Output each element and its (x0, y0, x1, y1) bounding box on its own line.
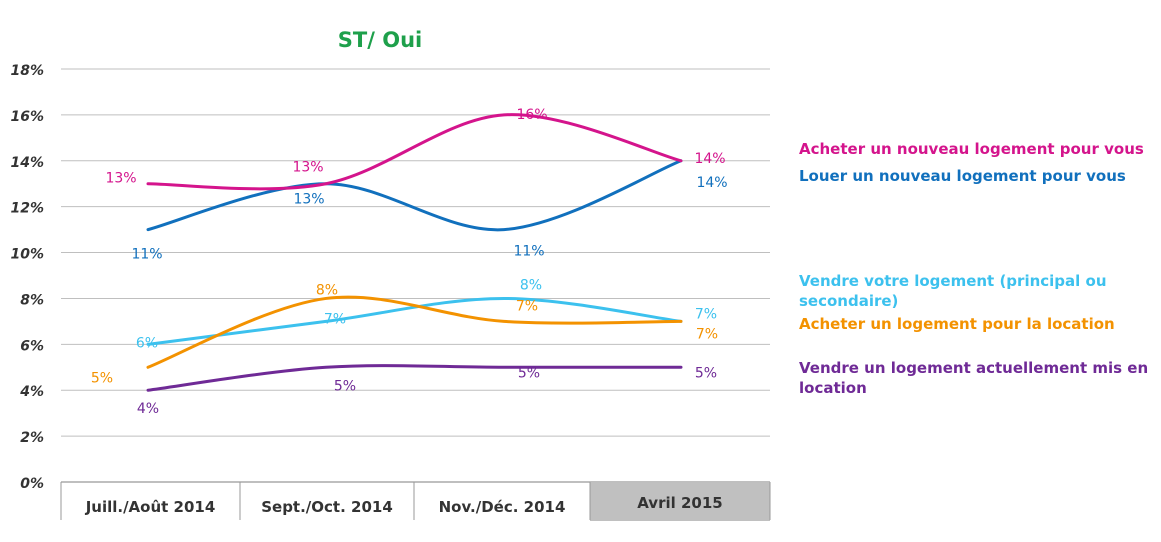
y-tick-label: 16% (10, 109, 44, 125)
y-tick-label: 10% (10, 247, 44, 263)
legend-item-acheter-location: Acheter un logement pour la location (799, 315, 1115, 333)
x-tick-label: Nov./Déc. 2014 (439, 498, 566, 516)
y-tick-label: 0% (20, 476, 44, 492)
series-line-0 (146, 113, 683, 191)
highlighted-category-band (590, 483, 770, 521)
data-label: 5% (695, 365, 717, 381)
y-tick-label: 4% (19, 384, 44, 400)
data-label: 7% (324, 311, 346, 327)
legend-item-acheter-nouveau: Acheter un nouveau logement pour vous (799, 140, 1144, 158)
y-tick-label: 14% (10, 155, 44, 171)
y-tick-label: 8% (20, 292, 44, 308)
series-line-4 (146, 364, 683, 392)
legend-item-louer-nouveau: Louer un nouveau logement pour vous (799, 167, 1126, 185)
x-tick-label: Avril 2015 (637, 494, 723, 512)
data-label: 13% (292, 160, 323, 176)
data-label: 4% (137, 401, 159, 417)
data-label: 11% (513, 244, 544, 260)
legend-item-vendre-votre: Vendre votre logement (principal ou seco… (799, 272, 1107, 310)
data-label: 13% (293, 192, 324, 208)
series-line-3 (146, 295, 683, 369)
y-tick-label: 18% (10, 63, 44, 79)
y-tick-label: 2% (20, 430, 44, 446)
data-label: 14% (696, 175, 727, 191)
legend-item-vendre-loue: Vendre un logement actuellement mis en l… (799, 359, 1149, 397)
data-label: 5% (334, 378, 356, 394)
data-label: 5% (91, 370, 113, 386)
data-label: 5% (518, 365, 540, 381)
data-label: 8% (520, 277, 542, 293)
x-tick-label: Juill./Août 2014 (85, 498, 216, 516)
data-label: 8% (316, 282, 338, 298)
data-label: 7% (696, 326, 718, 342)
data-label: 6% (136, 335, 158, 351)
chart-title: ST/ Oui (337, 28, 423, 52)
y-tick-label: 6% (20, 338, 44, 354)
data-label: 7% (695, 306, 717, 322)
data-label: 7% (516, 298, 538, 314)
data-label: 11% (131, 247, 162, 263)
x-tick-label: Sept./Oct. 2014 (261, 498, 393, 516)
data-label: 16% (516, 107, 547, 123)
data-label: 14% (694, 151, 725, 167)
data-label: 13% (105, 171, 136, 187)
series-line-1 (146, 159, 683, 232)
y-tick-label: 12% (10, 201, 44, 217)
